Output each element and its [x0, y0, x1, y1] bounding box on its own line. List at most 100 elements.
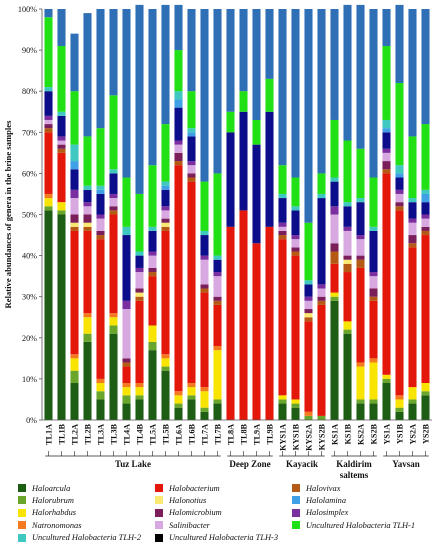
bar-segment-KS1A-uncultured-halobacteria-tlh-2 — [330, 177, 339, 182]
bar-segment-KS2A-uncultured-halobacteria-tlh-2 — [356, 198, 365, 203]
bar-segment-YS1B-haloquadratum — [395, 177, 404, 190]
bar-segment-TL5B-other — [161, 4, 170, 125]
legend-label: Halomicrobium — [169, 508, 222, 518]
x-tick-label-TL1A: TL1A — [45, 424, 54, 445]
bar-segment-TL4A-haloarcula — [122, 403, 131, 420]
bar-segment-KS2A-haloarcula — [356, 403, 365, 420]
bar-segment-TL3B-halobacterium — [109, 214, 118, 314]
bar-segment-YS1A-halorhabdus — [382, 374, 391, 379]
bar-segment-TL4B-haloquadratum — [135, 255, 144, 268]
bar-segment-TL5B-natronomonas — [161, 354, 170, 359]
bar-segment-TL5B-halomicrobium — [161, 218, 170, 223]
bar-segment-KS2A-halovivax — [356, 259, 365, 268]
bar-segment-TL6A-halobacterium — [174, 165, 183, 392]
bar-segment-KYS2A-uncultured-halobacteria-tlh-1 — [304, 222, 313, 281]
bar-segment-TL1A-halorubrum — [44, 206, 53, 211]
y-tick-label: 30% — [22, 293, 37, 302]
bar-segment-TL3A-halovivax — [96, 235, 105, 240]
bar-segment-TL5B-haloarcula — [161, 370, 170, 420]
bar-segment-TL2A-haloquadratum — [70, 169, 79, 190]
bar-segment-TL6B-salinibacter — [187, 165, 196, 174]
legend-label: Halorhabdus — [32, 508, 77, 518]
x-tick-label-TL4A: TL4A — [123, 424, 132, 445]
bar-segment-TL3A-halolamina — [96, 189, 105, 194]
bar-segment-YS1A-halosimplex — [382, 148, 391, 153]
legend-label: Uncultured Halobacteria TLH-1 — [306, 520, 416, 530]
bar-segment-KS1A-salinibacter — [330, 214, 339, 244]
bar-segment-KYS1B-halobacterium — [291, 255, 300, 400]
bar-segment-TL3A-uncultured-halobacteria-tlh-2 — [96, 185, 105, 190]
bar-segment-TL7B-halomicrobium — [213, 296, 222, 301]
bar-segment-TL2A-halorubrum — [70, 370, 79, 384]
bar-segment-KYS1A-halorhabdus — [278, 395, 287, 400]
bar-segment-KS2A-halomicrobium — [356, 255, 365, 260]
bar-segment-KS1A-other — [330, 9, 339, 120]
bar-segment-TL4B-halobacterium — [135, 300, 144, 384]
bar-segment-KS2A-natronomonas — [356, 362, 365, 367]
x-tick-label-TL2A: TL2A — [71, 424, 80, 445]
bar-segment-TL7A-halovivax — [200, 288, 209, 293]
bar-segment-TL3A-natronomonas — [96, 378, 105, 384]
bar-segment-TL3B-haloquadratum — [109, 173, 118, 194]
bar-segment-TL3B-haloarcula — [109, 333, 118, 420]
bar-segment-YS1B-uncultured-halobacteria-tlh-2 — [395, 165, 404, 174]
bar-segment-KYS1A-uncultured-halobacteria-tlh-2 — [278, 193, 287, 199]
bar-segment-KS2B-other — [369, 9, 378, 178]
bar-segment-KS1B-halosimplex — [343, 226, 352, 231]
bar-segment-TL7A-halosimplex — [200, 255, 209, 260]
bar-segment-KS1B-haloarcula — [343, 333, 352, 420]
bar-segment-TL5A-haloquadratum — [148, 230, 157, 252]
bar-segment-KYS2A-salinibacter — [304, 300, 313, 310]
y-tick-label: 70% — [22, 128, 37, 137]
bar-segment-TL3B-uncultured-halobacteria-tlh-1 — [109, 95, 118, 170]
bar-segment-TL1A-halosimplex — [44, 115, 53, 120]
bar-segment-YS2B-uncultured-halobacteria-tlh-2 — [421, 189, 430, 194]
bar-segment-TL1B-halosimplex — [57, 136, 66, 141]
stacked-bar-chart: 0% 10% 20% 30% 40% 50% 60% 70% 80% 90% 100% Relativ… — [3, 4, 432, 480]
bar-segment-TL4B-salinibacter — [135, 272, 144, 289]
group-label: saltems — [340, 470, 369, 480]
bar-segment-YS2B-uncultured-halobacteria-tlh-1 — [421, 124, 430, 190]
x-tick-label-KYS1B: KYS1B — [292, 423, 301, 450]
bar-segment-TL9A-halobacterium — [252, 243, 261, 420]
bar-segment-TL5B-haloquadratum — [161, 189, 170, 207]
x-tick-label-KS1A: KS1A — [331, 424, 340, 445]
bar-segment-TL7B-haloarcula — [213, 403, 222, 420]
bar-segment-TL5A-halorhabdus — [148, 325, 157, 342]
bar-segment-TL6B-halolamina — [187, 132, 196, 137]
bar-segment-TL1A-natronomonas — [44, 193, 53, 199]
bar-segment-TL6B-halorubrum — [187, 395, 196, 400]
bar-segment-TL2B-halovivax — [83, 226, 92, 231]
bar-segment-TL4B-halosimplex — [135, 267, 144, 273]
bar-segment-KYS1B-uncultured-halobacteria-tlh-1 — [291, 177, 300, 207]
legend-item: Uncultured Halobacteria TLH-2 — [18, 532, 141, 544]
bar-segment-TL4A-haloquadratum — [122, 235, 131, 301]
bar-segment-TL8A-uncultured-halobacteria-tlh-1 — [226, 111, 235, 133]
bar-segment-YS1B-halobacterium — [395, 210, 404, 396]
bar-segment-TL4B-halonotius — [135, 292, 144, 297]
bar-segment-TL3B-natronomonas — [109, 313, 118, 318]
bar-segment-TL6A-other — [174, 4, 183, 51]
bar-segment-KYS2B-halorubrum — [317, 415, 326, 420]
bar-segment-TL5B-uncultured-halobacteria-tlh-2 — [161, 181, 170, 186]
bar-segment-TL7A-salinibacter — [200, 259, 209, 285]
bar-segment-TL9B-other — [265, 9, 274, 79]
bar-segment-TL1B-halorhabdus — [57, 202, 66, 211]
bar-segment-TL7B-other — [213, 9, 222, 174]
legend-swatch — [155, 533, 163, 542]
bar-segment-KYS1A-salinibacter — [278, 226, 287, 231]
bar-segment-TL5B-halorubrum — [161, 366, 170, 371]
bar-segment-KYS1A-other — [278, 9, 287, 166]
bar-segment-TL1B-halorubrum — [57, 210, 66, 215]
bar-segment-TL6A-halorubrum — [174, 403, 183, 408]
bar-segment-TL2B-haloquadratum — [83, 189, 92, 203]
legend-item: Haloarcula — [18, 482, 70, 494]
bar-segment-TL6A-halorhabdus — [174, 395, 183, 404]
axes-layer: 0% 10% 20% 30% 40% 50% 60% 70% 80% 90% 100% Relativ… — [3, 5, 432, 480]
legend-item: Halonotius — [155, 494, 206, 506]
bar-segment-TL7A-halomicrobium — [200, 284, 209, 289]
bar-segment-KS1A-halosimplex — [330, 206, 339, 215]
x-tick-label-KS1B: KS1B — [344, 423, 353, 444]
bar-segment-KS1B-halorubrum — [343, 329, 352, 334]
bar-segment-TL3B-halorubrum — [109, 325, 118, 334]
